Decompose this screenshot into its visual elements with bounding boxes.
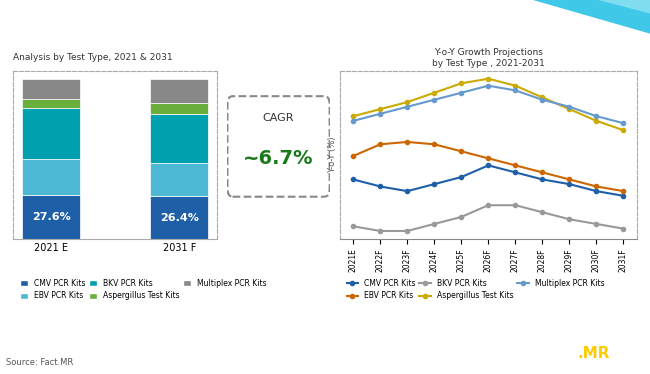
Text: 26.4%: 26.4% bbox=[160, 212, 199, 223]
Bar bbox=[22, 194, 80, 239]
Bar bbox=[22, 159, 80, 194]
Text: .MR: .MR bbox=[578, 346, 610, 361]
Bar bbox=[150, 113, 208, 163]
Text: Americas Transplant Pathogen Monitoring Market: Americas Transplant Pathogen Monitoring … bbox=[13, 28, 515, 46]
Text: Analysis by Test Type, 2021 & 2031: Analysis by Test Type, 2021 & 2031 bbox=[13, 53, 173, 62]
Legend: CMV PCR Kits, EBV PCR Kits, BKV PCR Kits, Aspergillus Test Kits, Multiplex PCR K: CMV PCR Kits, EBV PCR Kits, BKV PCR Kits… bbox=[17, 276, 270, 304]
Bar bbox=[150, 163, 208, 196]
Text: ~6.7%: ~6.7% bbox=[243, 149, 314, 168]
Text: Source: Fact.MR: Source: Fact.MR bbox=[6, 358, 73, 367]
Polygon shape bbox=[533, 0, 650, 34]
Bar bbox=[22, 79, 80, 99]
Bar bbox=[150, 103, 208, 113]
Text: Fact: Fact bbox=[528, 346, 564, 361]
Title: Y-o-Y Growth Projections
by Test Type , 2021-2031: Y-o-Y Growth Projections by Test Type , … bbox=[432, 48, 545, 67]
Y-axis label: Y-o-Y (%): Y-o-Y (%) bbox=[328, 137, 337, 173]
Text: 27.6%: 27.6% bbox=[32, 212, 70, 221]
Text: CAGR: CAGR bbox=[263, 113, 294, 123]
Legend: CMV PCR Kits, EBV PCR Kits, BKV PCR Kits, Aspergillus Test Kits, Multiplex PCR K: CMV PCR Kits, EBV PCR Kits, BKV PCR Kits… bbox=[344, 276, 608, 304]
Bar bbox=[22, 108, 80, 159]
Bar bbox=[22, 99, 80, 108]
Bar bbox=[150, 196, 208, 239]
Polygon shape bbox=[598, 0, 650, 13]
Bar bbox=[150, 79, 208, 103]
FancyBboxPatch shape bbox=[227, 96, 330, 197]
